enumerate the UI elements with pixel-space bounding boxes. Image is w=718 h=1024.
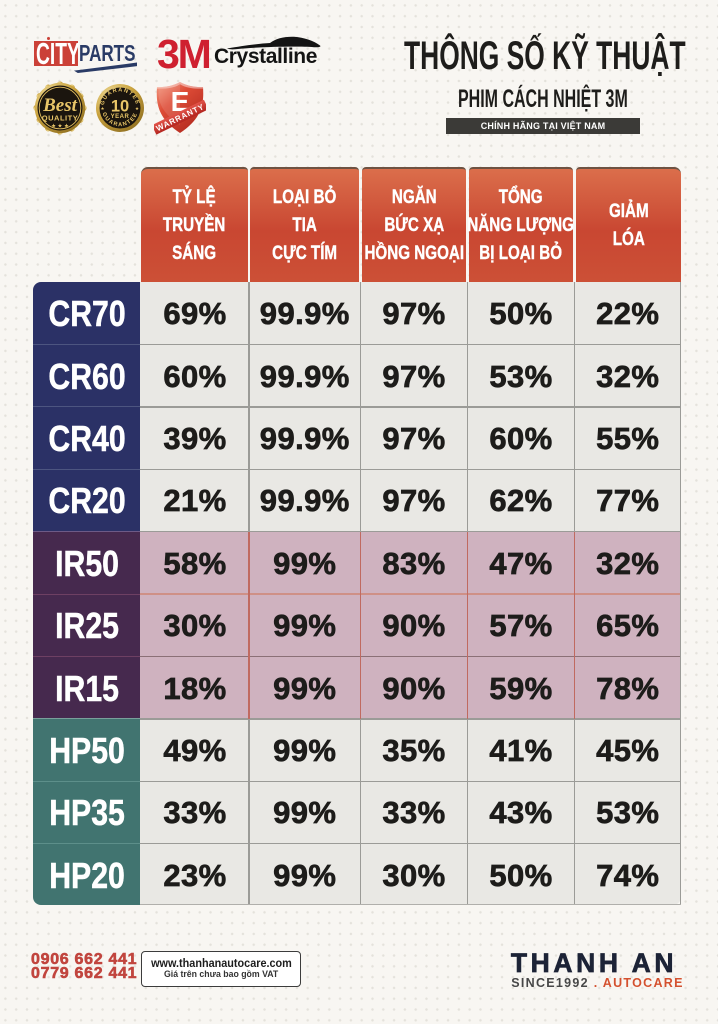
svg-text:10: 10 (111, 98, 129, 116)
svg-text:★: ★ (101, 106, 106, 111)
svg-text:★ ★ ★: ★ ★ ★ (51, 123, 69, 130)
svg-text:★: ★ (135, 106, 140, 111)
svg-text:YEAR: YEAR (111, 114, 130, 120)
svg-text:Best: Best (42, 95, 78, 116)
svg-text:QUALITY: QUALITY (42, 114, 78, 123)
